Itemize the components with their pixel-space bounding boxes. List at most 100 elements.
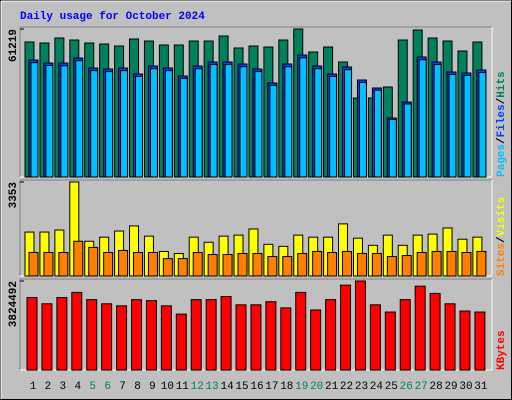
x-tick-label: 2 (45, 381, 52, 393)
bar (75, 60, 84, 178)
bar (459, 310, 471, 371)
bar (369, 304, 381, 371)
bar (314, 68, 323, 178)
bar (265, 301, 277, 371)
x-tick-label: 6 (104, 381, 111, 393)
x-tick-label: 10 (161, 381, 174, 393)
y-max-label: 61219 (8, 29, 20, 62)
bar (312, 250, 323, 277)
bar (101, 303, 113, 371)
bar (463, 74, 472, 178)
legend-entry: KBytes (496, 330, 508, 370)
bar (207, 254, 218, 277)
bar (252, 253, 263, 277)
x-tick-label: 13 (206, 381, 219, 393)
bar (209, 64, 218, 178)
bar (177, 258, 188, 277)
legend-separator: / (496, 137, 508, 144)
bar (448, 73, 457, 178)
x-tick-label: 20 (310, 381, 323, 393)
bar (358, 81, 367, 178)
bar (164, 70, 173, 178)
bar (60, 65, 69, 178)
bar (175, 313, 187, 371)
legend-separator: / (496, 97, 508, 104)
x-tick-label: 14 (220, 381, 234, 393)
bar (90, 70, 99, 178)
bar (384, 311, 396, 371)
bar (444, 303, 456, 371)
bar (474, 311, 486, 371)
legend: Sites/Visits (496, 197, 508, 276)
x-tick-label: 30 (459, 381, 472, 393)
bar (179, 77, 188, 178)
bar (267, 256, 278, 277)
x-tick-label: 21 (325, 381, 339, 393)
bar (41, 303, 53, 371)
bar (194, 68, 203, 178)
x-tick-label: 7 (119, 381, 126, 393)
bar (431, 250, 442, 277)
x-tick-label: 24 (370, 381, 384, 393)
bar (433, 64, 442, 178)
bar (340, 284, 352, 371)
x-tick-label: 27 (415, 381, 428, 393)
bar (71, 291, 83, 371)
bar (222, 254, 233, 277)
legend-entry: Pages (496, 144, 508, 177)
legend-entry: Hits (496, 71, 508, 97)
bar (299, 57, 308, 178)
bar (220, 296, 232, 371)
legend: KBytes (496, 330, 508, 370)
bar (118, 249, 129, 277)
legend-entry: Visits (496, 197, 508, 237)
x-tick-label: 31 (474, 381, 488, 393)
bar (145, 300, 157, 371)
bar (446, 250, 457, 277)
bar (399, 299, 411, 371)
bar (250, 304, 262, 371)
bar (416, 252, 427, 277)
legend-separator: / (496, 236, 508, 243)
bar (86, 299, 98, 371)
y-max-label: 3353 (8, 182, 20, 209)
x-tick-label: 26 (400, 381, 413, 393)
bar (284, 66, 293, 178)
bar (388, 118, 397, 178)
bar (414, 285, 426, 371)
bar (105, 71, 114, 178)
bar (269, 84, 278, 178)
bar (190, 299, 202, 371)
bar (254, 71, 263, 178)
bar (88, 246, 99, 277)
bar (56, 297, 68, 371)
x-tick-label: 8 (134, 381, 141, 393)
bar (280, 307, 292, 371)
legend-entry: Files (496, 104, 508, 137)
bar (162, 258, 173, 277)
bar (386, 256, 397, 277)
bar (58, 252, 69, 277)
bar (325, 299, 337, 371)
x-tick-label: 12 (191, 381, 204, 393)
x-tick-label: 22 (340, 381, 353, 393)
bar (418, 59, 427, 178)
bar (192, 252, 203, 277)
bar (429, 292, 441, 371)
bar (120, 70, 129, 178)
bar (160, 305, 172, 371)
x-tick-label: 15 (235, 381, 248, 393)
legend-entry: Sites (496, 243, 508, 276)
bar (26, 297, 38, 371)
bar (282, 256, 293, 277)
x-tick-label: 5 (89, 381, 96, 393)
bar (401, 255, 412, 277)
bar (224, 64, 233, 178)
x-tick-label: 9 (149, 381, 156, 393)
bar (28, 252, 39, 277)
bar (356, 253, 367, 277)
bar (205, 299, 217, 371)
bar (403, 103, 412, 178)
bar (235, 304, 247, 371)
